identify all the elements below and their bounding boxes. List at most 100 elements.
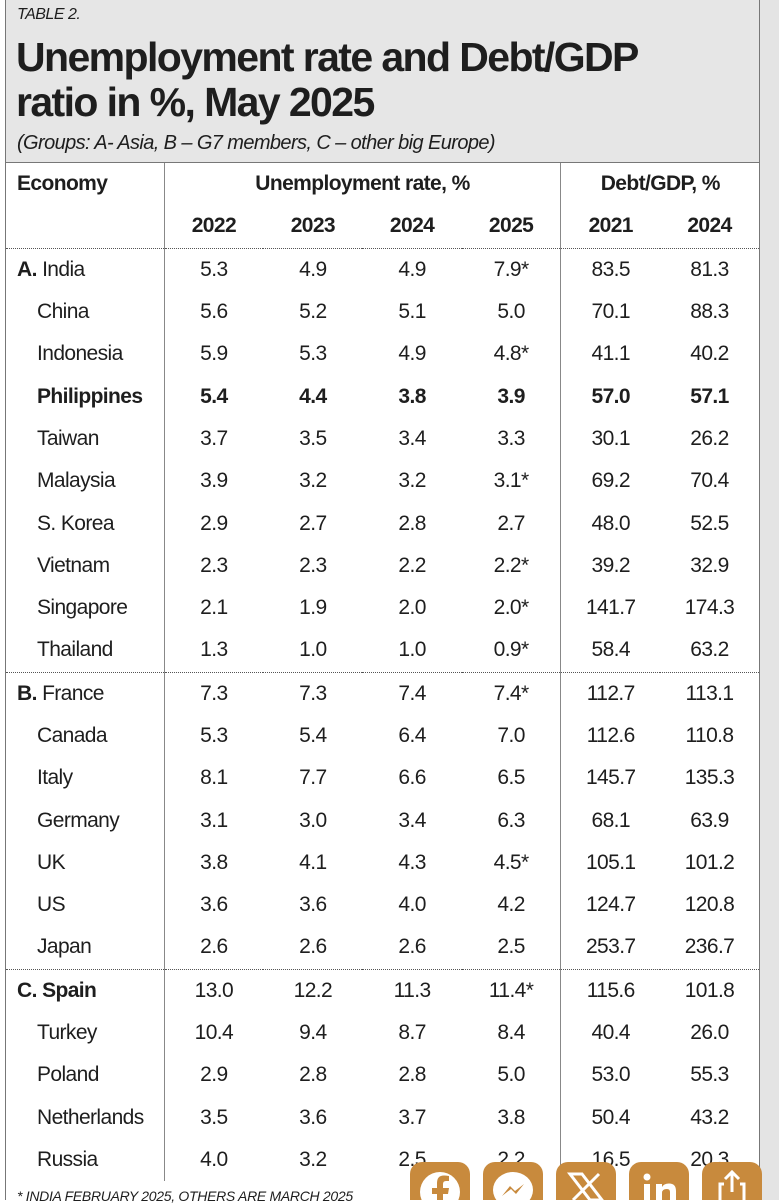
value-cell: 101.8 xyxy=(659,968,759,1012)
value-cell: 141.7 xyxy=(560,586,660,630)
value-cell: 3.3 xyxy=(497,426,525,450)
footnote: * INDIA FEBRUARY 2025, OTHERS ARE MARCH … xyxy=(17,1188,353,1204)
share-bar xyxy=(410,1162,762,1200)
value-cell: 6.5 xyxy=(497,766,525,790)
value-cell: 3.5 xyxy=(163,1096,264,1139)
data-table: Economy Unemployment rate, % Debt/GDP, % 20… xyxy=(6,163,759,1182)
share-button[interactable] xyxy=(702,1162,762,1200)
value-cell: 2.7 xyxy=(299,511,327,535)
value-cell: 3.8 xyxy=(497,1105,525,1129)
value-cell: 2.9 xyxy=(163,1054,264,1097)
data-row: Poland 2.9 2.8 2.8 5.0 53.0 55.3 xyxy=(6,1054,759,1097)
economy-cell: Taiwan xyxy=(6,418,164,460)
value-cell: 2.7 xyxy=(497,511,525,535)
value-cell: 124.7 xyxy=(560,884,660,927)
value-cell: 5.4 xyxy=(163,375,264,418)
year-header: 2021 xyxy=(560,205,660,249)
group-letter: B. xyxy=(17,681,37,705)
value-cell: 3.6 xyxy=(163,884,264,927)
value-cell: 13.0 xyxy=(163,968,264,1012)
data-row: C. Spain 13.0 12.2 11.3 11.4* 115.6 101.8 xyxy=(6,968,759,1012)
value-cell: 53.0 xyxy=(560,1054,660,1097)
value-cell: 4.1 xyxy=(299,850,327,874)
value-cell: 2.6 xyxy=(299,935,327,959)
value-cell: 8.1 xyxy=(163,757,264,800)
data-row: Vietnam 2.3 2.3 2.2 2.2* 39.2 32.9 xyxy=(6,544,759,587)
value-cell: 26.2 xyxy=(690,426,729,450)
economy-cell: Germany xyxy=(6,799,164,841)
value-cell: 3.1 xyxy=(163,799,264,842)
economy-cell: Malaysia xyxy=(6,460,164,502)
year-header: 2023 xyxy=(263,205,363,249)
economy-cell: Poland xyxy=(6,1054,164,1096)
messenger-button[interactable] xyxy=(483,1162,543,1200)
economy-cell: Russia xyxy=(6,1139,164,1181)
economy-name: Vietnam xyxy=(37,553,110,577)
data-row: Turkey 10.4 9.4 8.7 8.4 40.4 26.0 xyxy=(6,1011,759,1055)
economy-name: Indonesia xyxy=(37,342,123,366)
data-row: Indonesia 5.9 5.3 4.9 4.8* 41.1 40.2 xyxy=(6,333,759,376)
value-cell: 3.8 xyxy=(163,841,264,885)
value-cell: 5.0 xyxy=(497,300,525,324)
value-cell: 6.4 xyxy=(398,724,426,747)
value-cell: 83.5 xyxy=(560,248,660,291)
value-cell: 4.3 xyxy=(398,850,426,874)
value-cell: 50.4 xyxy=(560,1096,660,1139)
group-letter: A. xyxy=(17,257,37,281)
economy-cell: Thailand xyxy=(6,629,164,672)
value-cell: 3.1* xyxy=(493,469,530,493)
value-cell: 7.9* xyxy=(493,257,530,281)
value-cell: 2.5 xyxy=(497,935,525,959)
table-frame: TABLE 2. Unemployment rate and Debt/GDP … xyxy=(5,0,760,1204)
value-cell: 2.8 xyxy=(299,1063,327,1087)
economy-cell: Turkey xyxy=(6,1012,164,1054)
value-cell: 2.3 xyxy=(163,544,264,587)
value-cell: 4.5* xyxy=(493,850,530,874)
economy-name: Poland xyxy=(37,1063,99,1087)
value-cell: 4.9 xyxy=(398,342,426,366)
value-cell: 1.3 xyxy=(163,629,264,673)
data-row: UK 3.8 4.1 4.3 4.5* 105.1 101.2 xyxy=(6,841,759,885)
data-row: China 5.6 5.2 5.1 5.0 70.1 88.3 xyxy=(6,290,759,334)
linkedin-button[interactable] xyxy=(629,1162,689,1200)
value-cell: 32.9 xyxy=(690,553,729,577)
economy-cell: Singapore xyxy=(6,587,164,629)
value-cell: 3.9 xyxy=(497,384,525,408)
table-header: TABLE 2. Unemployment rate and Debt/GDP … xyxy=(6,0,759,163)
value-cell: 70.1 xyxy=(560,290,660,334)
data-row: Philippines 5.4 4.4 3.8 3.9 57.0 57.1 xyxy=(6,375,759,418)
year-header: 2025 xyxy=(461,205,561,249)
value-cell: 9.4 xyxy=(299,1021,327,1045)
economy-name: Japan xyxy=(37,935,92,959)
x-button[interactable] xyxy=(556,1162,616,1200)
economy-cell: A. India xyxy=(6,248,164,291)
value-cell: 57.1 xyxy=(690,384,729,408)
value-cell: 3.0 xyxy=(299,808,327,832)
side-strip xyxy=(760,0,779,1200)
value-cell: 55.3 xyxy=(690,1063,729,1087)
value-cell: 7.4* xyxy=(461,671,561,715)
value-cell: 3.7 xyxy=(398,1105,426,1129)
value-cell: 135.3 xyxy=(684,766,735,790)
group-letter: C. xyxy=(17,978,37,1002)
value-cell: 70.4 xyxy=(690,469,729,493)
facebook-button[interactable] xyxy=(410,1162,470,1200)
value-cell: 48.0 xyxy=(560,502,660,545)
economy-cell: Indonesia xyxy=(6,333,164,375)
value-cell: 12.2 xyxy=(263,968,363,1012)
value-cell: 101.2 xyxy=(684,850,735,874)
economy-cell: UK xyxy=(6,842,164,884)
economy-name: Canada xyxy=(37,724,108,747)
value-cell: 63.9 xyxy=(690,808,729,832)
value-cell: 5.6 xyxy=(163,290,264,334)
value-cell: 4.0 xyxy=(163,1138,264,1182)
value-cell: 4.2 xyxy=(497,893,525,917)
value-cell: 7.0 xyxy=(497,724,525,747)
value-cell: 39.2 xyxy=(560,544,660,587)
value-cell: 2.2* xyxy=(493,553,530,577)
value-cell: 11.4* xyxy=(461,968,561,1012)
value-cell: 40.2 xyxy=(690,342,729,366)
economy-cell: S. Korea xyxy=(6,502,164,544)
value-cell: 52.5 xyxy=(690,511,729,535)
value-cell: 40.4 xyxy=(560,1011,660,1055)
